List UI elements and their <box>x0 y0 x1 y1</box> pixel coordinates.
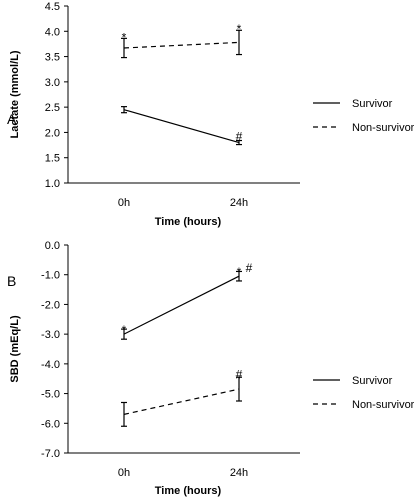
panel-a-series-survivor-line <box>123 109 240 144</box>
panel-b-annotation-asterisk: * <box>237 265 242 279</box>
panel-a-annotation-hash: # <box>236 129 243 143</box>
panel-a-y-tick-label: 4.5 <box>45 1 60 13</box>
panel-a-y-axis-title: Lactate (mmol/L) <box>9 50 21 138</box>
panel-a-y-tick-label: 1.5 <box>45 153 60 165</box>
panel-a-x-tick-label: 0h <box>118 197 130 209</box>
panel-b-legend-label-survivor: Survivor <box>352 375 393 387</box>
panel-b-x-tick-label: 0h <box>118 467 130 479</box>
panel-b-y-tick-label: -1.0 <box>41 270 60 282</box>
panel-a-annotation-asterisk: * <box>122 30 127 44</box>
panel-a-y-tick-label: 1.0 <box>45 178 60 190</box>
panel-a-y-tick-label: 2.5 <box>45 102 60 114</box>
panel-b-y-tick-label: -3.0 <box>41 329 60 341</box>
panel-b-series-survivor-line <box>123 275 240 335</box>
panel-b-x-tick-label: 24h <box>230 467 248 479</box>
panel-b-y-tick-label: -7.0 <box>41 448 60 460</box>
panel-b-annotation-asterisk: * <box>122 323 127 337</box>
panel-a-x-tick-label: 24h <box>230 197 248 209</box>
panel-b-annotation-hash: # <box>236 367 243 381</box>
panel-b-legend-label-non-survivor: Non-survivor <box>352 399 414 411</box>
panel-a-label: A <box>7 111 17 127</box>
panel-b-label: B <box>7 273 16 289</box>
panel-a-y-tick-label: 2.0 <box>45 127 60 139</box>
panel-b-y-tick-label: -5.0 <box>41 389 60 401</box>
panel-a-x-axis-title: Time (hours) <box>155 216 222 228</box>
panel-b-annotation-hash: # <box>246 261 253 275</box>
panel-b-series-non-survivor-line <box>123 388 240 415</box>
panel-a-legend-label-survivor: Survivor <box>352 98 393 110</box>
panel-a-series-non-survivor-line <box>123 41 240 49</box>
panel-a-y-tick-label: 4.0 <box>45 26 60 38</box>
panel-b-x-axis-title: Time (hours) <box>155 485 222 497</box>
panel-b-y-tick-label: -6.0 <box>41 418 60 430</box>
panel-b-y-axis-title: SBD (mEq/L) <box>9 315 21 383</box>
panel-a-y-tick-label: 3.5 <box>45 52 60 64</box>
panel-a-annotation-asterisk: * <box>237 22 242 36</box>
panel-a-legend-label-non-survivor: Non-survivor <box>352 122 414 134</box>
panel-b-y-tick-label: 0.0 <box>45 240 60 252</box>
panel-a-y-tick-label: 3.0 <box>45 77 60 89</box>
panel-b-y-tick-label: -4.0 <box>41 359 60 371</box>
panel-b-y-tick-label: -2.0 <box>41 299 60 311</box>
